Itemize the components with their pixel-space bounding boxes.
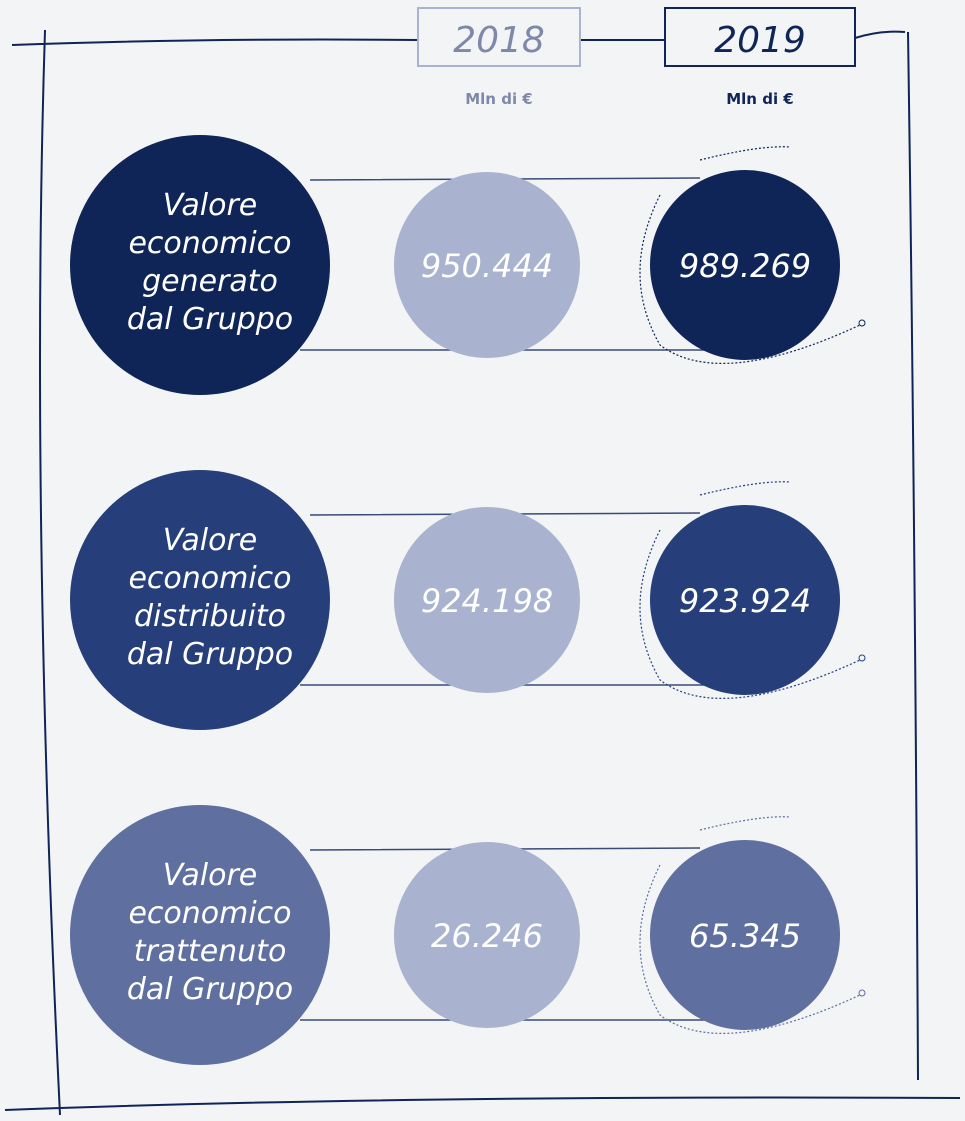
row-label: economico — [128, 896, 291, 931]
value-circle — [394, 507, 580, 693]
value-circle — [650, 170, 840, 360]
value-2018: 924.198 — [421, 582, 553, 620]
row-label: distribuito — [134, 599, 286, 634]
label-circle — [70, 805, 330, 1065]
row-label: trattenuto — [134, 934, 287, 969]
arrow-dot — [858, 319, 866, 327]
arrow-dot — [858, 654, 866, 662]
value-2018: 26.246 — [431, 917, 543, 955]
frame — [4, 29, 961, 1116]
value-2019: 923.924 — [679, 582, 811, 620]
year-label: 2018 — [453, 20, 545, 61]
unit-label: Mln di € — [465, 90, 533, 108]
value-circle — [650, 505, 840, 695]
year-box — [664, 7, 856, 67]
value-2019: 989.269 — [679, 247, 811, 285]
row-label: generato — [142, 264, 278, 299]
year-label: 2019 — [714, 20, 806, 61]
arrow — [639, 816, 861, 1034]
row-label: Valore — [163, 523, 257, 558]
value-circle — [650, 840, 840, 1030]
value-2018: 950.444 — [421, 247, 553, 285]
row-label: dal Gruppo — [127, 972, 293, 1007]
year-box — [417, 7, 581, 67]
row-label: dal Gruppo — [127, 302, 293, 337]
row-label: Valore — [163, 188, 257, 223]
value-circle — [394, 172, 580, 358]
label-circle — [70, 135, 330, 395]
row-label: economico — [128, 561, 291, 596]
value-circle — [394, 842, 580, 1028]
row-label: Valore — [163, 858, 257, 893]
label-circle — [70, 470, 330, 730]
arrow — [639, 146, 861, 364]
arrow — [639, 481, 861, 699]
arrow-dot — [858, 989, 866, 997]
row-label: economico — [128, 226, 291, 261]
value-2019: 65.345 — [689, 917, 801, 955]
row-label: dal Gruppo — [127, 637, 293, 672]
unit-label: Mln di € — [726, 90, 794, 108]
